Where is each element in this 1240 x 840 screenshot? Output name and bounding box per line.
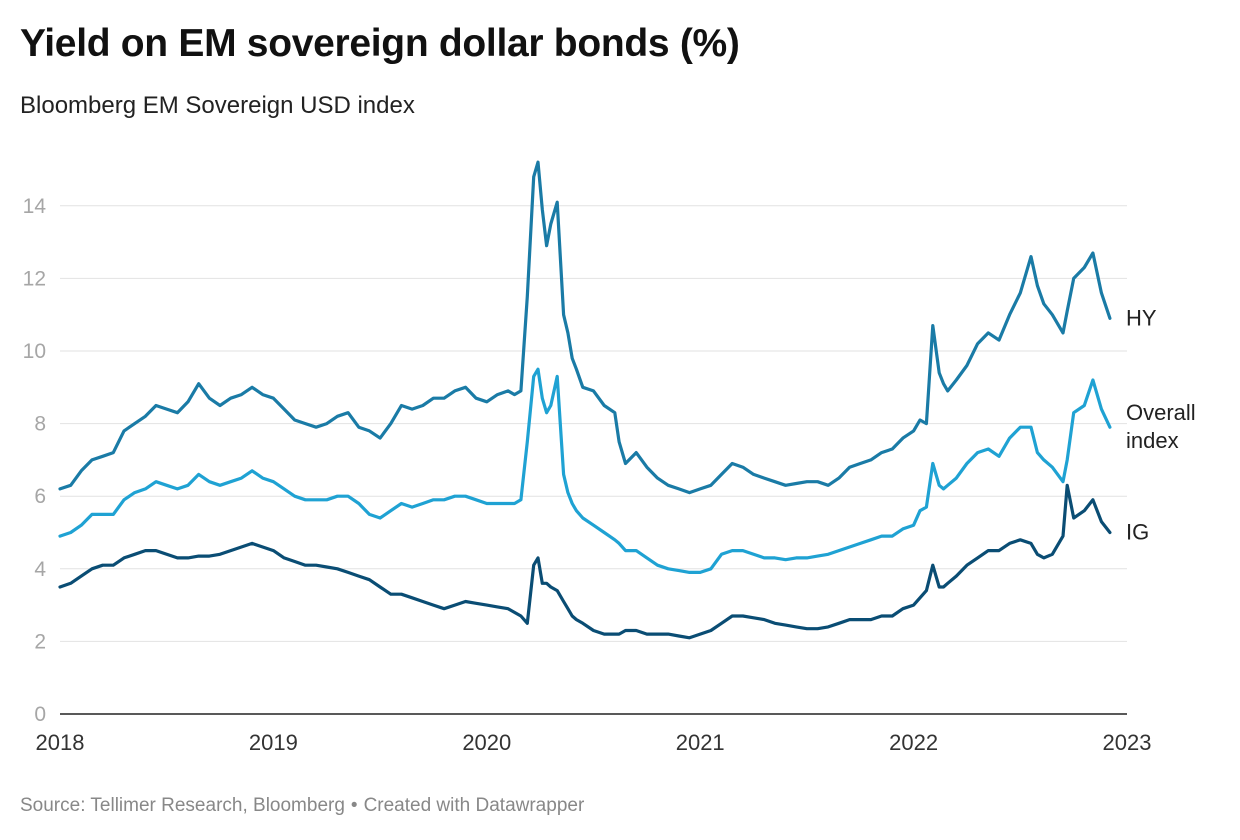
x-axis-ticks: 2018 2019 2020 2021 2022 2023 [36,730,1152,755]
series-label-hy: HY [1126,305,1157,330]
chart-subtitle: Bloomberg EM Sovereign USD index [20,92,415,119]
x-tick-label: 2020 [462,730,511,755]
y-tick-label: 6 [34,485,46,508]
y-tick-label: 8 [34,413,46,436]
x-tick-label: 2023 [1103,730,1152,755]
series-line-ig [58,483,1112,640]
series-labels: HY Overall index IG [1126,305,1196,544]
y-tick-label: 10 [23,340,46,363]
footer: Source: Tellimer Research, Bloomberg • Cre… [20,795,584,817]
series-label-overall-index: Overall index [1126,400,1196,453]
footer-separator: • [350,795,358,816]
y-tick-label: 12 [23,267,46,290]
x-tick-label: 2022 [889,730,938,755]
line-chart: 0 2 4 6 8 10 12 14 2018 2019 2020 2021 2022 2023 HY O… [23,160,1196,755]
gridlines [60,205,1127,642]
x-tick-label: 2018 [36,730,85,755]
source-note: Source: Tellimer Research, Bloomberg [20,795,345,816]
datawrapper-credit-link[interactable]: Created with Datawrapper [363,795,585,816]
y-tick-label: 14 [23,195,47,218]
series-line-hy [58,160,1112,495]
y-tick-label: 2 [34,630,46,653]
y-tick-label: 4 [34,558,46,581]
x-tick-label: 2019 [249,730,298,755]
series-label-ig: IG [1126,520,1149,545]
chart-title: Yield on EM sovereign dollar bonds (%) [20,22,740,65]
series-lines [58,160,1112,640]
series-line-overall-index [58,367,1112,575]
y-axis-ticks: 0 2 4 6 8 10 12 14 [23,195,47,726]
y-tick-label: 0 [34,703,46,726]
x-tick-label: 2021 [676,730,725,755]
